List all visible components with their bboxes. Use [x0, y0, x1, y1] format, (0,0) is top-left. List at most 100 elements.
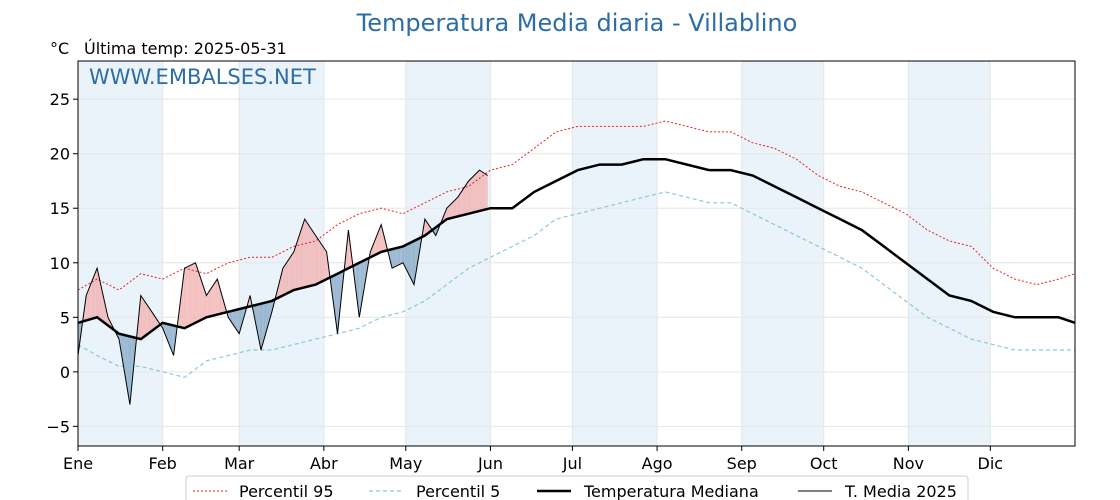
anomaly-fill-below	[355, 264, 357, 296]
anomaly-fill-above	[444, 211, 446, 222]
anomaly-fill-above	[453, 200, 455, 218]
anomaly-fill-above	[446, 206, 449, 220]
anomaly-fill-above	[88, 285, 91, 320]
anomaly-fill-below	[407, 243, 409, 274]
anomaly-fill-above	[210, 287, 212, 317]
anomaly-fill-above	[377, 231, 379, 254]
anomaly-fill-below	[127, 335, 129, 397]
anomaly-fill-above	[154, 315, 156, 329]
anomaly-fill-above	[463, 187, 465, 216]
anomaly-fill-above	[296, 239, 298, 290]
anomaly-fill-above	[381, 224, 383, 252]
anomaly-fill-above	[318, 239, 320, 284]
anomaly-fill-above	[474, 174, 476, 213]
anomaly-fill-below	[396, 247, 398, 267]
y-tick-label: 25	[50, 90, 70, 109]
anomaly-fill-below	[336, 273, 338, 334]
plot-frame	[77, 60, 1076, 447]
anomaly-fill-below	[418, 238, 420, 260]
y-tick-label: 15	[50, 199, 70, 218]
anomaly-fill-below	[262, 303, 264, 346]
anomaly-fill-below	[393, 248, 395, 268]
anomaly-fill-below	[414, 240, 416, 285]
anomaly-fill-below	[261, 303, 263, 350]
anomaly-fill-above	[143, 299, 145, 338]
anomaly-fill-below	[266, 302, 268, 331]
anomaly-fill-above	[285, 262, 287, 295]
anomaly-fill-above	[319, 241, 322, 283]
anomaly-fill-above	[146, 303, 148, 335]
anomaly-fill-above	[485, 174, 487, 210]
anomaly-fill-above	[94, 271, 96, 319]
anomaly-fill-above	[140, 295, 143, 340]
anomaly-fill-above	[427, 223, 429, 234]
anomaly-fill-below	[229, 311, 231, 322]
anomaly-fill-above	[457, 195, 459, 217]
anomaly-fill-below	[124, 335, 126, 380]
anomaly-fill-below	[405, 244, 408, 271]
x-tick-label-abr: Abr	[310, 454, 338, 473]
anomaly-fill-above	[383, 235, 386, 252]
anomaly-fill-above	[207, 291, 210, 317]
y-axis: −5 0 5 10 15 20 25	[46, 90, 78, 436]
anomaly-fill-above	[300, 227, 302, 289]
legend-label-p95: Percentil 95	[239, 482, 334, 500]
anomaly-fill-above	[93, 275, 95, 319]
anomaly-fill-above	[277, 284, 279, 299]
x-tick-label-may: May	[389, 454, 422, 473]
anomaly-fill-below	[359, 262, 361, 318]
anomaly-fill-above	[486, 174, 488, 210]
anomaly-fill-below	[394, 248, 397, 267]
anomaly-fill-above	[199, 275, 201, 321]
anomaly-fill-above	[287, 260, 289, 294]
legend-box	[185, 475, 969, 500]
anomaly-fill-below	[239, 308, 241, 334]
watermark: WWW.EMBALSES.NET	[89, 65, 316, 89]
anomaly-fill-above	[142, 297, 144, 339]
anomaly-fill-above	[449, 204, 451, 219]
anomaly-fill-above	[306, 221, 308, 287]
anomaly-fill-below	[411, 241, 413, 282]
anomaly-fill-above	[282, 266, 285, 296]
anomaly-fill-below	[401, 246, 403, 264]
x-tick-label-mar: Mar	[224, 454, 255, 473]
anomaly-fill-above	[98, 274, 100, 320]
anomaly-fill-above	[323, 247, 326, 281]
anomaly-fill-below	[259, 303, 261, 350]
anomaly-fill-above	[299, 231, 301, 289]
anomaly-fill-above	[480, 170, 482, 211]
anomaly-fill-above	[86, 292, 88, 321]
month-band-may	[405, 61, 491, 446]
anomaly-fill-above	[461, 189, 464, 216]
anomaly-fill-above	[484, 173, 486, 210]
anomaly-fill-above	[325, 249, 327, 280]
anomaly-fill-above	[471, 176, 473, 213]
anomaly-fill-below	[397, 247, 399, 266]
anomaly-fill-above	[217, 279, 219, 315]
anomaly-fill-below	[169, 324, 171, 349]
anomaly-fill-above	[472, 175, 475, 213]
anomaly-fill-above	[454, 198, 457, 218]
anomaly-fill-above	[467, 181, 469, 214]
anomaly-fill-above	[206, 293, 208, 318]
anomaly-fill-above	[188, 265, 190, 327]
month-band-jul	[572, 61, 658, 446]
anomaly-fill-below	[399, 247, 401, 265]
legend-label-median: Temperatura Mediana	[583, 482, 759, 500]
anomaly-fill-above	[194, 262, 196, 324]
anomaly-fill-below	[132, 337, 134, 378]
anomaly-fill-above	[479, 170, 481, 211]
line-percentil-5	[77, 191, 1075, 378]
anomaly-fill-above	[192, 263, 195, 325]
anomaly-fill-above	[375, 234, 378, 255]
anomaly-fill-above	[379, 224, 382, 253]
anomaly-fill-below	[263, 302, 266, 341]
anomaly-fill-below	[236, 309, 238, 332]
anomaly-fill-below	[166, 323, 169, 342]
anomaly-fill-below	[237, 309, 240, 334]
anomaly-fill-below	[358, 262, 360, 318]
anomaly-fill-below	[123, 334, 125, 372]
anomaly-fill-above	[464, 185, 466, 215]
month-bands	[78, 61, 991, 446]
